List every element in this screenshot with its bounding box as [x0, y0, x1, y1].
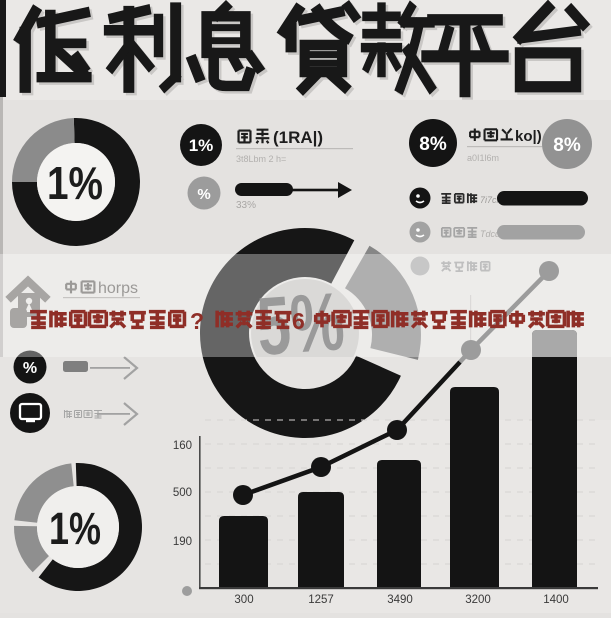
svg-text:3200: 3200 [465, 594, 491, 606]
svg-text:1%: 1% [189, 136, 214, 155]
svg-text:500: 500 [173, 487, 192, 499]
svg-text:1257: 1257 [308, 594, 334, 606]
svg-text:1400: 1400 [543, 594, 569, 606]
svg-text:1%: 1% [49, 503, 101, 554]
svg-text:(1RA|): (1RA|) [273, 128, 323, 147]
svg-text:3t8Lbm 2 h=: 3t8Lbm 2 h= [236, 154, 286, 164]
svg-text:6: 6 [292, 308, 305, 334]
svg-text:a0I1l6m: a0I1l6m [467, 153, 499, 163]
svg-text:8%: 8% [419, 134, 447, 155]
svg-text:horps: horps [98, 280, 138, 297]
svg-text:8%: 8% [553, 135, 581, 156]
svg-text:1%: 1% [47, 157, 103, 209]
svg-text:%: % [23, 360, 37, 377]
svg-text:33%: 33% [236, 200, 256, 211]
svg-text:300: 300 [234, 594, 253, 606]
svg-text:Tdcd: Tdcd [480, 229, 501, 239]
svg-text:?: ? [190, 308, 204, 334]
svg-text:3490: 3490 [387, 594, 413, 606]
svg-text:7i7cm: 7i7cm [480, 195, 505, 205]
svg-text:%: % [197, 186, 210, 203]
svg-text:ko|): ko|) [515, 128, 542, 145]
svg-text:190: 190 [173, 536, 192, 548]
svg-text:160: 160 [173, 440, 192, 452]
